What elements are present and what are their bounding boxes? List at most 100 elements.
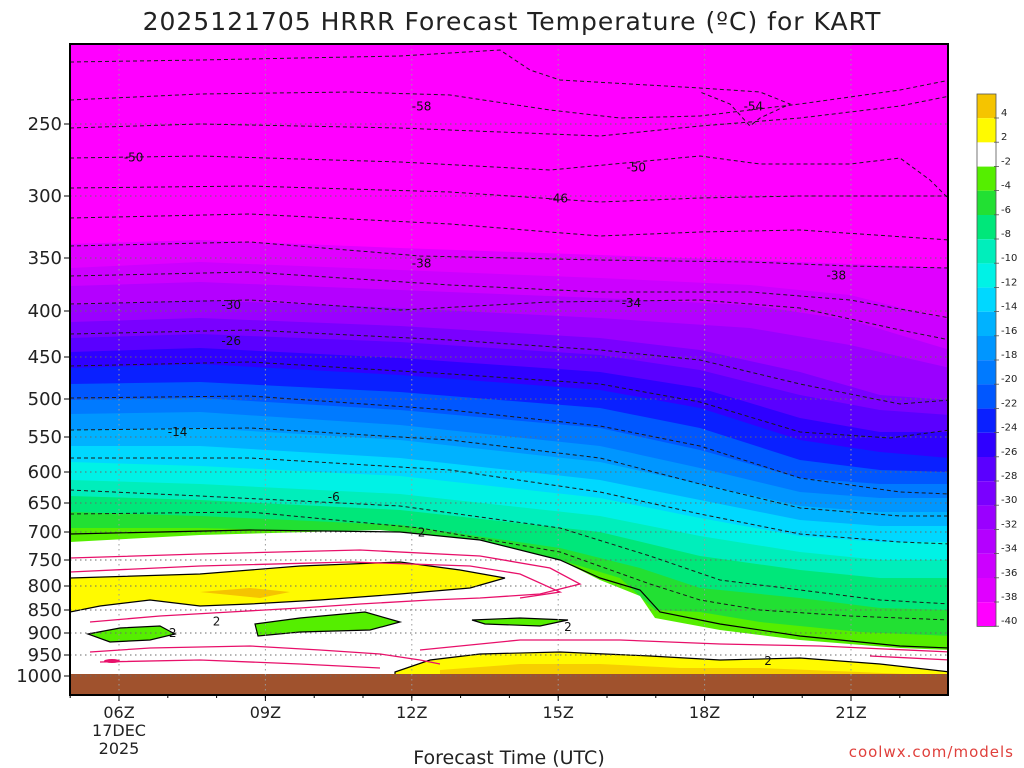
isotherm-line: [70, 241, 948, 269]
isotherm-line: [70, 49, 792, 127]
colorbar-swatch: [977, 287, 996, 312]
colorbar-swatch: [977, 190, 996, 215]
contour-label: -54: [744, 99, 764, 113]
contour-label: -30: [221, 298, 241, 312]
colorbar-tick-label: -28: [1001, 471, 1017, 482]
grid-lines: [70, 44, 948, 695]
isotherm-lines: [70, 49, 948, 621]
x-tick-label: 17DEC: [92, 721, 146, 740]
colorbar-tick-label: -18: [1001, 350, 1017, 361]
y-tick-label: 950: [28, 645, 62, 666]
x-tick-label: 21Z: [835, 703, 866, 722]
ground-surface: [70, 674, 948, 695]
freezing-contour-line: [70, 549, 582, 623]
colorbar-tick-label: -36: [1001, 568, 1017, 579]
colorbar-swatch: [977, 239, 996, 264]
colorbar-swatch: [977, 94, 996, 119]
y-tick-label: 300: [28, 186, 62, 207]
y-axis: 2503003504004505005506006507007508008509…: [16, 114, 70, 687]
freezing-contour-line: [869, 655, 948, 661]
contour-label: 2: [169, 626, 177, 640]
isotherm-line: [70, 511, 948, 621]
y-tick-label: 400: [28, 301, 62, 322]
colorbar-tick-label: -4: [1001, 181, 1011, 192]
colorbar-tick-label: -40: [1001, 616, 1017, 627]
colorbar-swatch: [977, 142, 996, 167]
freezing-contour-line: [70, 561, 563, 599]
isotherm-line: [70, 95, 948, 137]
contour-label: -26: [221, 334, 241, 348]
colorbar: 4 2 -2 -4 -6 -8 -10 -12 -14 -16 -18 -20 -22 -24 -26 -28…: [976, 93, 1017, 627]
contour-label: 2: [418, 526, 426, 540]
freezing-contour-line: [104, 659, 120, 663]
isotherm-line: [70, 299, 948, 341]
colorbar-tick-label: 2: [1001, 132, 1007, 143]
colorbar-swatch: [977, 408, 996, 433]
colorbar-swatch: [977, 166, 996, 191]
y-tick-label: 500: [28, 389, 62, 410]
contour-label: -50: [626, 160, 646, 174]
contour-label: -50: [124, 150, 144, 164]
isotherm-line: [70, 213, 948, 241]
colorbar-tick-label: -24: [1001, 423, 1017, 434]
isotherm-line: [70, 185, 948, 203]
colorbar-tick-label: -22: [1001, 398, 1017, 409]
y-tick-label: 450: [28, 347, 62, 368]
y-tick-label: 600: [28, 462, 62, 483]
colorbar-tick-label: -12: [1001, 277, 1017, 288]
contour-label: -38: [827, 269, 847, 283]
colorbar-swatch: [977, 457, 996, 482]
freezing-contour-line: [89, 645, 441, 665]
colorbar-swatch: [977, 578, 996, 603]
colorbar-tick-label: -38: [1001, 592, 1017, 603]
plot-area: -58 -54 -50 -50 -46 -38 -38 -34 -30 -26 -14 -6 2 2 2 2 2: [70, 44, 948, 695]
cold-pocket-region: [85, 625, 177, 643]
colorbar-tick-label: -8: [1001, 229, 1011, 240]
contour-label: -34: [622, 296, 642, 310]
site-watermark: coolwx.com/models: [849, 743, 1014, 761]
isotherm-line: [70, 361, 948, 439]
colorbar-swatch: [977, 602, 996, 627]
colorbar-swatch: [977, 553, 996, 578]
x-tick-label: 18Z: [689, 703, 720, 722]
colorbar-swatch: [977, 481, 996, 506]
colorbar-tick-label: -20: [1001, 374, 1017, 385]
colorbar-swatch: [977, 505, 996, 530]
y-tick-label: 1000: [16, 666, 62, 687]
cold-pocket-region: [471, 617, 569, 627]
contour-label: 2: [213, 615, 221, 629]
y-tick-label: 900: [28, 623, 62, 644]
colorbar-tick-label: -6: [1001, 205, 1011, 216]
y-tick-label: 850: [28, 600, 62, 621]
contour-label: 2: [564, 620, 572, 634]
x-tick-label: 12Z: [396, 703, 427, 722]
colorbar-tick-label: -32: [1001, 519, 1017, 530]
colorbar-tick-label: -10: [1001, 253, 1017, 264]
isotherm-line: [70, 79, 948, 119]
y-tick-label: 350: [28, 248, 62, 269]
zero-contour-line: [70, 529, 948, 649]
colorbar-swatch: [977, 529, 996, 554]
colorbar-tick-label: -34: [1001, 544, 1017, 555]
colorbar-tick-label: -26: [1001, 447, 1017, 458]
colorbar-swatch: [977, 432, 996, 457]
isotherm-line: [70, 155, 948, 199]
y-tick-label: 550: [28, 427, 62, 448]
warm-layer-region: [70, 561, 506, 613]
colorbar-swatch: [977, 384, 996, 409]
x-axis-label: Forecast Time (UTC): [413, 747, 604, 768]
colorbar-tick-label: 4: [1001, 108, 1007, 119]
isotherm-line: [70, 489, 948, 605]
freezing-contour-line: [99, 659, 381, 669]
x-tick-label: 2025: [99, 739, 140, 758]
x-tick-label: 15Z: [543, 703, 574, 722]
colorbar-tick-label: -2: [1001, 156, 1011, 167]
contour-label: -38: [412, 257, 432, 271]
x-tick-label: 06Z: [103, 703, 134, 722]
isotherm-line: [70, 329, 948, 405]
y-tick-label: 650: [28, 493, 62, 514]
colorbar-swatch: [977, 360, 996, 385]
colorbar-swatch: [977, 336, 996, 361]
